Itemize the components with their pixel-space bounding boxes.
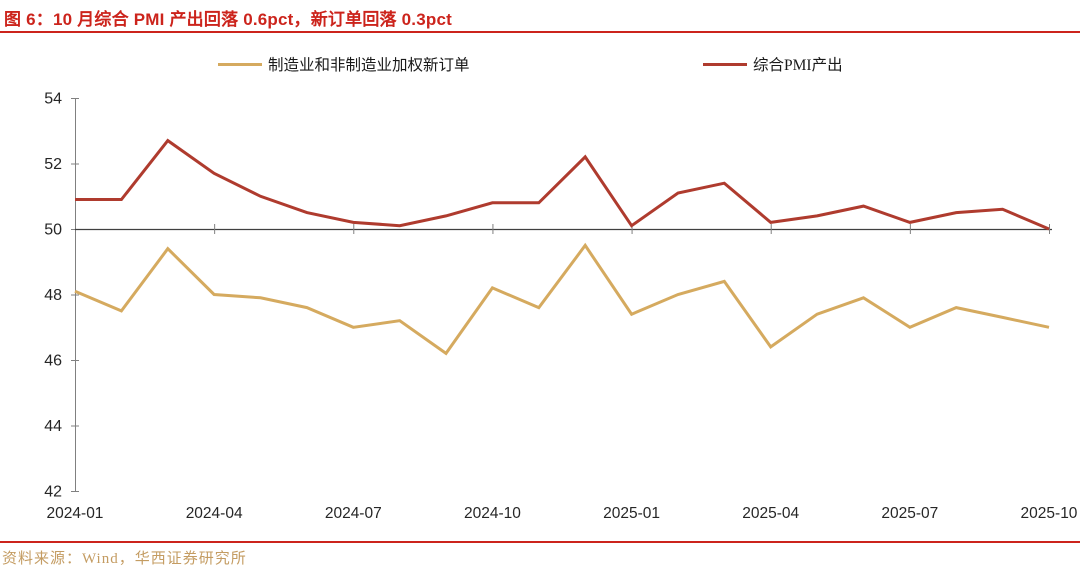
legend-swatch-new-orders xyxy=(218,62,262,66)
footer-divider xyxy=(0,541,1080,543)
y-axis-tick-label: 48 xyxy=(44,287,62,304)
y-axis-tick-label: 54 xyxy=(44,91,62,108)
x-axis-tick-label: 2025-01 xyxy=(603,505,660,522)
legend-label-new-orders: 制造业和非制造业加权新订单 xyxy=(268,57,470,74)
legend-item-composite-pmi: 综合PMI产出 xyxy=(703,53,843,75)
x-axis-tick-label: 2024-10 xyxy=(464,505,521,522)
y-axis-tick-label: 52 xyxy=(44,156,62,173)
title-divider xyxy=(0,31,1080,33)
y-axis-tick-label: 42 xyxy=(44,484,62,501)
x-axis-tick-label: 2025-04 xyxy=(742,505,799,522)
y-axis-tick-label: 50 xyxy=(44,222,62,239)
x-axis-tick-label: 2024-07 xyxy=(325,505,382,522)
legend-item-new-orders: 制造业和非制造业加权新订单 xyxy=(218,53,470,75)
y-axis-tick-label: 44 xyxy=(44,418,62,435)
x-axis-tick-label: 2025-10 xyxy=(1021,505,1078,522)
x-axis-tick-label: 2025-07 xyxy=(881,505,938,522)
series-line-weighted-new-orders xyxy=(74,242,1050,356)
legend-swatch-composite-pmi xyxy=(703,62,747,66)
source-note: 资料来源：Wind，华西证券研究所 xyxy=(2,551,247,567)
legend-label-composite-pmi: 综合PMI产出 xyxy=(753,57,843,74)
chart-title: 图 6：10 月综合 PMI 产出回落 0.6pct，新订单回落 0.3pct xyxy=(4,10,452,29)
x-axis-tick-label: 2024-04 xyxy=(186,505,243,522)
x-axis-tick-label: 2024-01 xyxy=(47,505,104,522)
y-axis-tick-label: 46 xyxy=(44,353,62,370)
series-line-composite-pmi-output xyxy=(75,138,1050,231)
